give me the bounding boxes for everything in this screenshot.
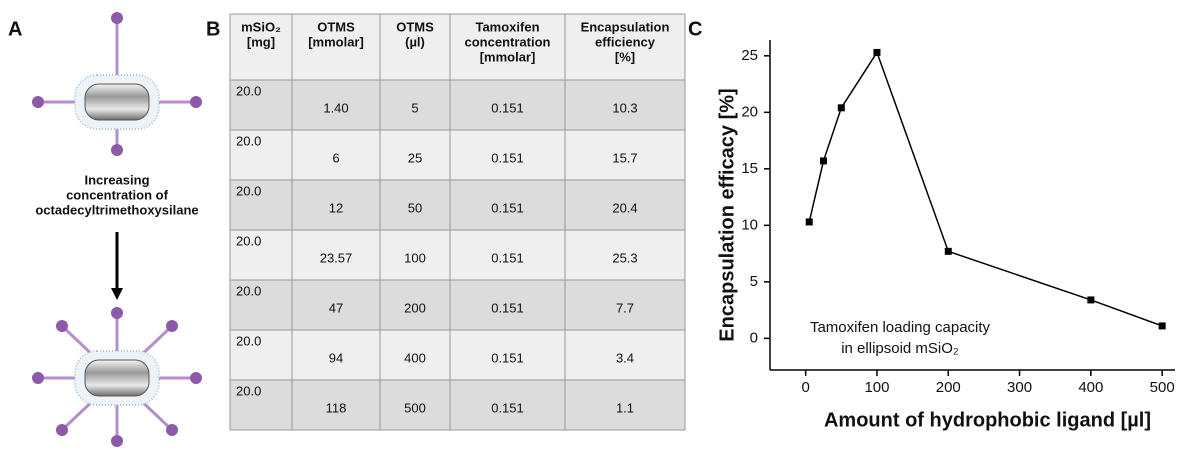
data-point [819,157,827,165]
particle [74,74,160,130]
table-cell: 10.3 [612,100,637,115]
table-header-text: OTMS [317,19,355,34]
table-header-text: [mmolar] [480,49,536,64]
y-tick-label: 5 [750,273,758,290]
panel-label: B [206,18,220,40]
data-point [837,104,845,112]
table-header-bg [230,14,685,80]
table-cell: 6 [332,150,339,165]
table-header-text: [%] [615,49,635,64]
y-tick-label: 15 [741,160,758,177]
table-cell: 400 [404,350,426,365]
table-cell: 94 [329,350,343,365]
table-header-text: [mg] [247,34,275,49]
data-point [873,48,881,56]
arrow-head [111,288,123,300]
table-cell: 0.151 [491,100,524,115]
table-cell: 23.57 [320,250,353,265]
x-tick-label: 400 [1078,379,1103,396]
table-cell: 0.151 [491,350,524,365]
table-cell: 15.7 [612,150,637,165]
table-row-bg [230,180,685,230]
table-cell: 47 [329,300,343,315]
x-tick-label: 0 [801,379,809,396]
table-row-bg [230,380,685,430]
caption-line: concentration of [66,187,169,202]
x-axis-label: Amount of hydrophobic ligand [µl] [824,409,1151,431]
table-header-text: Encapsulation [581,19,670,34]
table-cell: 0.151 [491,200,524,215]
table-row-bg [230,280,685,330]
table-cell: 20.0 [236,233,261,248]
panel-label: C [688,18,702,40]
table-header-text: OTMS [396,19,434,34]
table-cell: 500 [404,400,426,415]
y-tick-label: 10 [741,216,758,233]
table-cell: 0.151 [491,250,524,265]
table-cell: 5 [411,100,418,115]
table-cell: 20.4 [612,200,637,215]
data-line [808,50,1163,327]
data-point [805,218,813,226]
table-cell: 3.4 [616,350,634,365]
y-tick-label: 0 [750,329,758,346]
table-cell: 0.151 [491,150,524,165]
table-header-text: mSiO₂ [241,19,281,34]
y-tick-label: 25 [741,47,758,64]
table-header-text: concentration [465,34,551,49]
table-header-text: (µl) [405,34,425,49]
x-tick-label: 500 [1150,379,1175,396]
table-header-text: efficiency [595,34,656,49]
data-point [1158,322,1166,330]
table-row-bg [230,130,685,180]
table-row-bg [230,80,685,130]
table-header-text: [mmolar] [308,34,364,49]
annotation: in ellipsoid mSiO₂ [841,340,959,357]
table-cell: 7.7 [616,300,634,315]
table-cell: 12 [329,200,343,215]
caption-line: octadecyltrimethoxysilane [35,202,198,217]
particle [74,350,160,406]
table-cell: 200 [404,300,426,315]
table-cell: 100 [404,250,426,265]
table-cell: 25.3 [612,250,637,265]
table-cell: 1.1 [616,400,634,415]
table-cell: 20.0 [236,83,261,98]
y-tick-label: 20 [741,103,758,120]
table-cell: 20.0 [236,183,261,198]
table-cell: 50 [408,200,422,215]
table-row-bg [230,230,685,280]
table-cell: 118 [326,400,347,415]
table-row-bg [230,330,685,380]
annotation: Tamoxifen loading capacity [810,319,991,336]
table-cell: 25 [408,150,422,165]
x-tick-label: 200 [936,379,961,396]
data-point [944,247,952,255]
table-cell: 20.0 [236,133,261,148]
table-cell: 20.0 [236,333,261,348]
data-point [1087,296,1095,304]
table-cell: 0.151 [491,400,524,415]
x-tick-label: 300 [1007,379,1032,396]
x-tick-label: 100 [864,379,889,396]
table-cell: 0.151 [491,300,524,315]
table-cell: 20.0 [236,383,261,398]
table-header-text: Tamoxifen [475,19,539,34]
y-axis-label: Encapsulation efficacy [%] [716,88,738,341]
table-cell: 20.0 [236,283,261,298]
caption-line: Increasing [84,172,149,187]
panel-label: A [8,18,22,40]
table-cell: 1.40 [323,100,348,115]
